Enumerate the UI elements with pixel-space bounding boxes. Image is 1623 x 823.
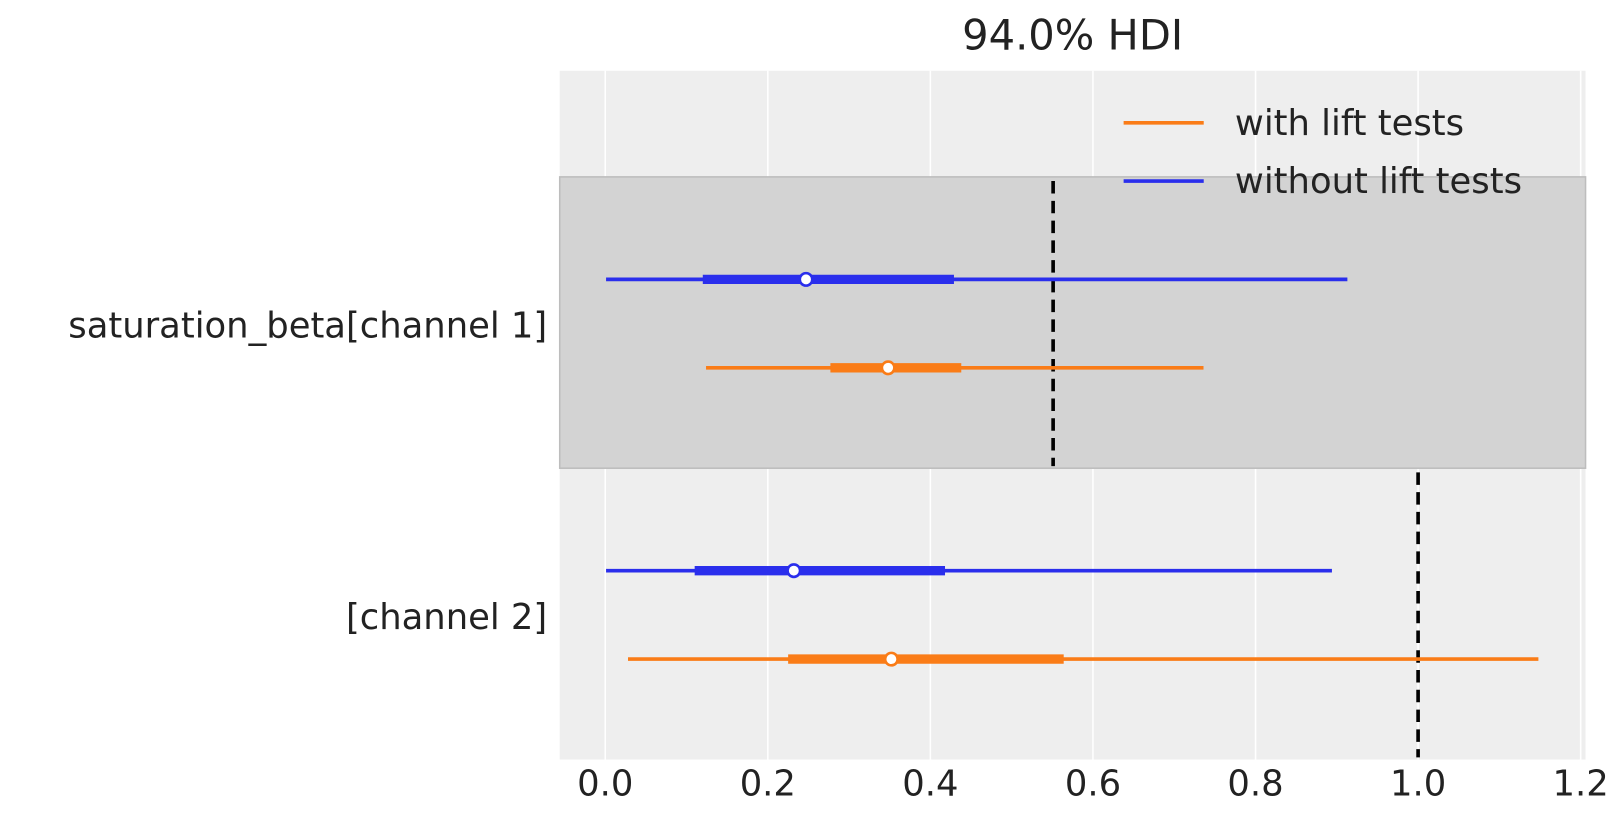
y-tick-label: saturation_beta[channel 1] <box>68 306 547 347</box>
x-tick-label: 1.2 <box>1553 764 1609 805</box>
y-tick-label: [channel 2] <box>346 597 547 638</box>
x-tick-label: 0.0 <box>577 764 633 805</box>
x-tick-label: 0.6 <box>1065 764 1121 805</box>
row-band <box>558 176 1587 469</box>
x-tick-label: 0.8 <box>1227 764 1283 805</box>
median-point <box>883 651 899 667</box>
chart-title: 94.0% HDI <box>962 11 1183 60</box>
median-point <box>786 563 802 579</box>
legend-label: without lift tests <box>1235 161 1522 202</box>
legend-label: with lift tests <box>1235 103 1464 144</box>
x-tick-label: 1.0 <box>1390 764 1446 805</box>
x-tick-label: 0.4 <box>902 764 958 805</box>
x-tick-label: 0.2 <box>740 764 796 805</box>
median-point <box>880 360 896 376</box>
median-point <box>798 271 814 287</box>
